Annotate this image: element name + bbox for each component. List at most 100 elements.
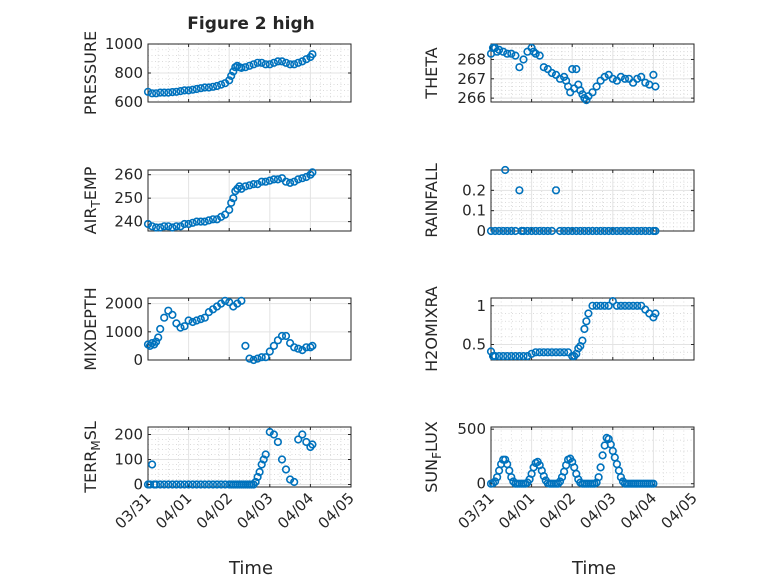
- data-point: [519, 226, 528, 236]
- data-point: [582, 317, 591, 326]
- data-point: [491, 226, 500, 236]
- data-point: [184, 219, 193, 229]
- data-point: [499, 47, 508, 56]
- data-point: [531, 348, 540, 357]
- data-point: [249, 60, 258, 69]
- axes-box: [490, 297, 695, 361]
- data-point: [608, 297, 617, 306]
- data-point: [298, 57, 307, 66]
- data-point: [600, 72, 609, 81]
- data-point: [241, 182, 250, 191]
- data-point: [503, 352, 512, 361]
- data-point: [237, 63, 246, 72]
- data-point: [559, 226, 569, 236]
- data-point: [225, 205, 234, 214]
- data-point: [257, 58, 266, 67]
- data-point: [543, 348, 552, 357]
- data-point: [503, 226, 512, 236]
- data-point: [495, 45, 504, 54]
- data-point: [168, 87, 177, 97]
- x-tick-label: 04/04: [274, 489, 317, 532]
- data-point: [588, 301, 597, 310]
- data-point: [633, 226, 642, 236]
- x-tick-label: 04/02: [536, 489, 579, 532]
- data-point: [269, 430, 279, 439]
- y-tick-label: 1000: [105, 35, 143, 53]
- data-point: [584, 309, 593, 318]
- data-point: [229, 67, 238, 76]
- data-point: [614, 466, 624, 475]
- y-axis-label: TERRMSL: [81, 421, 103, 494]
- y-axis-label: THETA: [422, 47, 441, 99]
- data-point: [555, 348, 565, 357]
- data-point: [294, 58, 303, 67]
- data-point: [160, 88, 169, 97]
- data-point: [184, 86, 193, 95]
- data-point: [531, 49, 540, 58]
- data-point: [535, 348, 544, 357]
- data-point: [612, 460, 622, 469]
- data-point: [649, 313, 658, 322]
- data-point: [584, 226, 593, 236]
- data-point: [148, 460, 157, 469]
- y-tick-label: 1000: [105, 323, 143, 341]
- data-point: [257, 460, 266, 469]
- data-point: [491, 477, 500, 486]
- data-point: [633, 301, 642, 310]
- data-point: [212, 215, 222, 224]
- data-point: [241, 63, 250, 72]
- data-point: [229, 194, 238, 203]
- data-point: [200, 313, 209, 322]
- data-point: [523, 226, 532, 236]
- data-point: [192, 316, 201, 325]
- data-point: [196, 315, 205, 324]
- data-point: [249, 355, 258, 365]
- data-point: [253, 58, 262, 67]
- data-point: [156, 480, 165, 489]
- data-point: [582, 95, 591, 105]
- y-tick-label: 250: [114, 189, 143, 207]
- data-point: [519, 55, 528, 64]
- axes-box: [147, 426, 352, 488]
- data-point: [253, 180, 262, 189]
- data-point: [281, 177, 291, 186]
- data-point: [519, 352, 528, 361]
- y-tick-label: 266: [457, 89, 486, 107]
- data-point: [616, 226, 626, 236]
- y-tick-label: 268: [457, 50, 486, 68]
- data-point: [204, 480, 213, 489]
- data-point: [501, 455, 510, 464]
- data-point: [257, 177, 266, 186]
- data-point: [192, 480, 201, 489]
- data-point: [265, 176, 274, 185]
- data-point: [148, 222, 157, 231]
- data-point: [592, 301, 601, 310]
- data-point: [527, 349, 536, 358]
- data-point: [227, 198, 236, 207]
- data-point: [547, 226, 557, 236]
- data-point: [495, 352, 504, 361]
- data-point: [212, 480, 222, 489]
- x-tick-label: 03/31: [112, 489, 155, 532]
- data-point: [576, 226, 585, 236]
- data-point: [152, 89, 161, 98]
- subplot-3: 240 250 260 AIRTEMP: [81, 166, 352, 234]
- data-point: [257, 353, 266, 362]
- data-point: [616, 72, 626, 81]
- x-tick-label: 04/01: [495, 489, 538, 532]
- data-point: [188, 218, 197, 227]
- data-point: [249, 180, 258, 189]
- axes-box: [490, 169, 695, 232]
- y-axis-label: PRESSURE: [81, 31, 100, 115]
- data-point: [269, 58, 279, 67]
- data-point: [302, 55, 311, 64]
- data-point: [491, 352, 500, 361]
- data-point: [555, 477, 565, 486]
- data-point: [515, 352, 524, 361]
- data-point: [535, 226, 544, 236]
- data-point: [269, 175, 279, 184]
- data-point: [649, 70, 658, 79]
- axes-box: [490, 43, 695, 103]
